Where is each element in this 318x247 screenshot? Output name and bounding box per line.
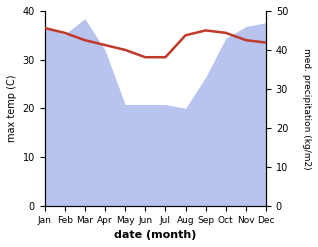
Y-axis label: med. precipitation (kg/m2): med. precipitation (kg/m2) <box>302 48 311 169</box>
Y-axis label: max temp (C): max temp (C) <box>7 75 17 142</box>
X-axis label: date (month): date (month) <box>114 230 197 240</box>
